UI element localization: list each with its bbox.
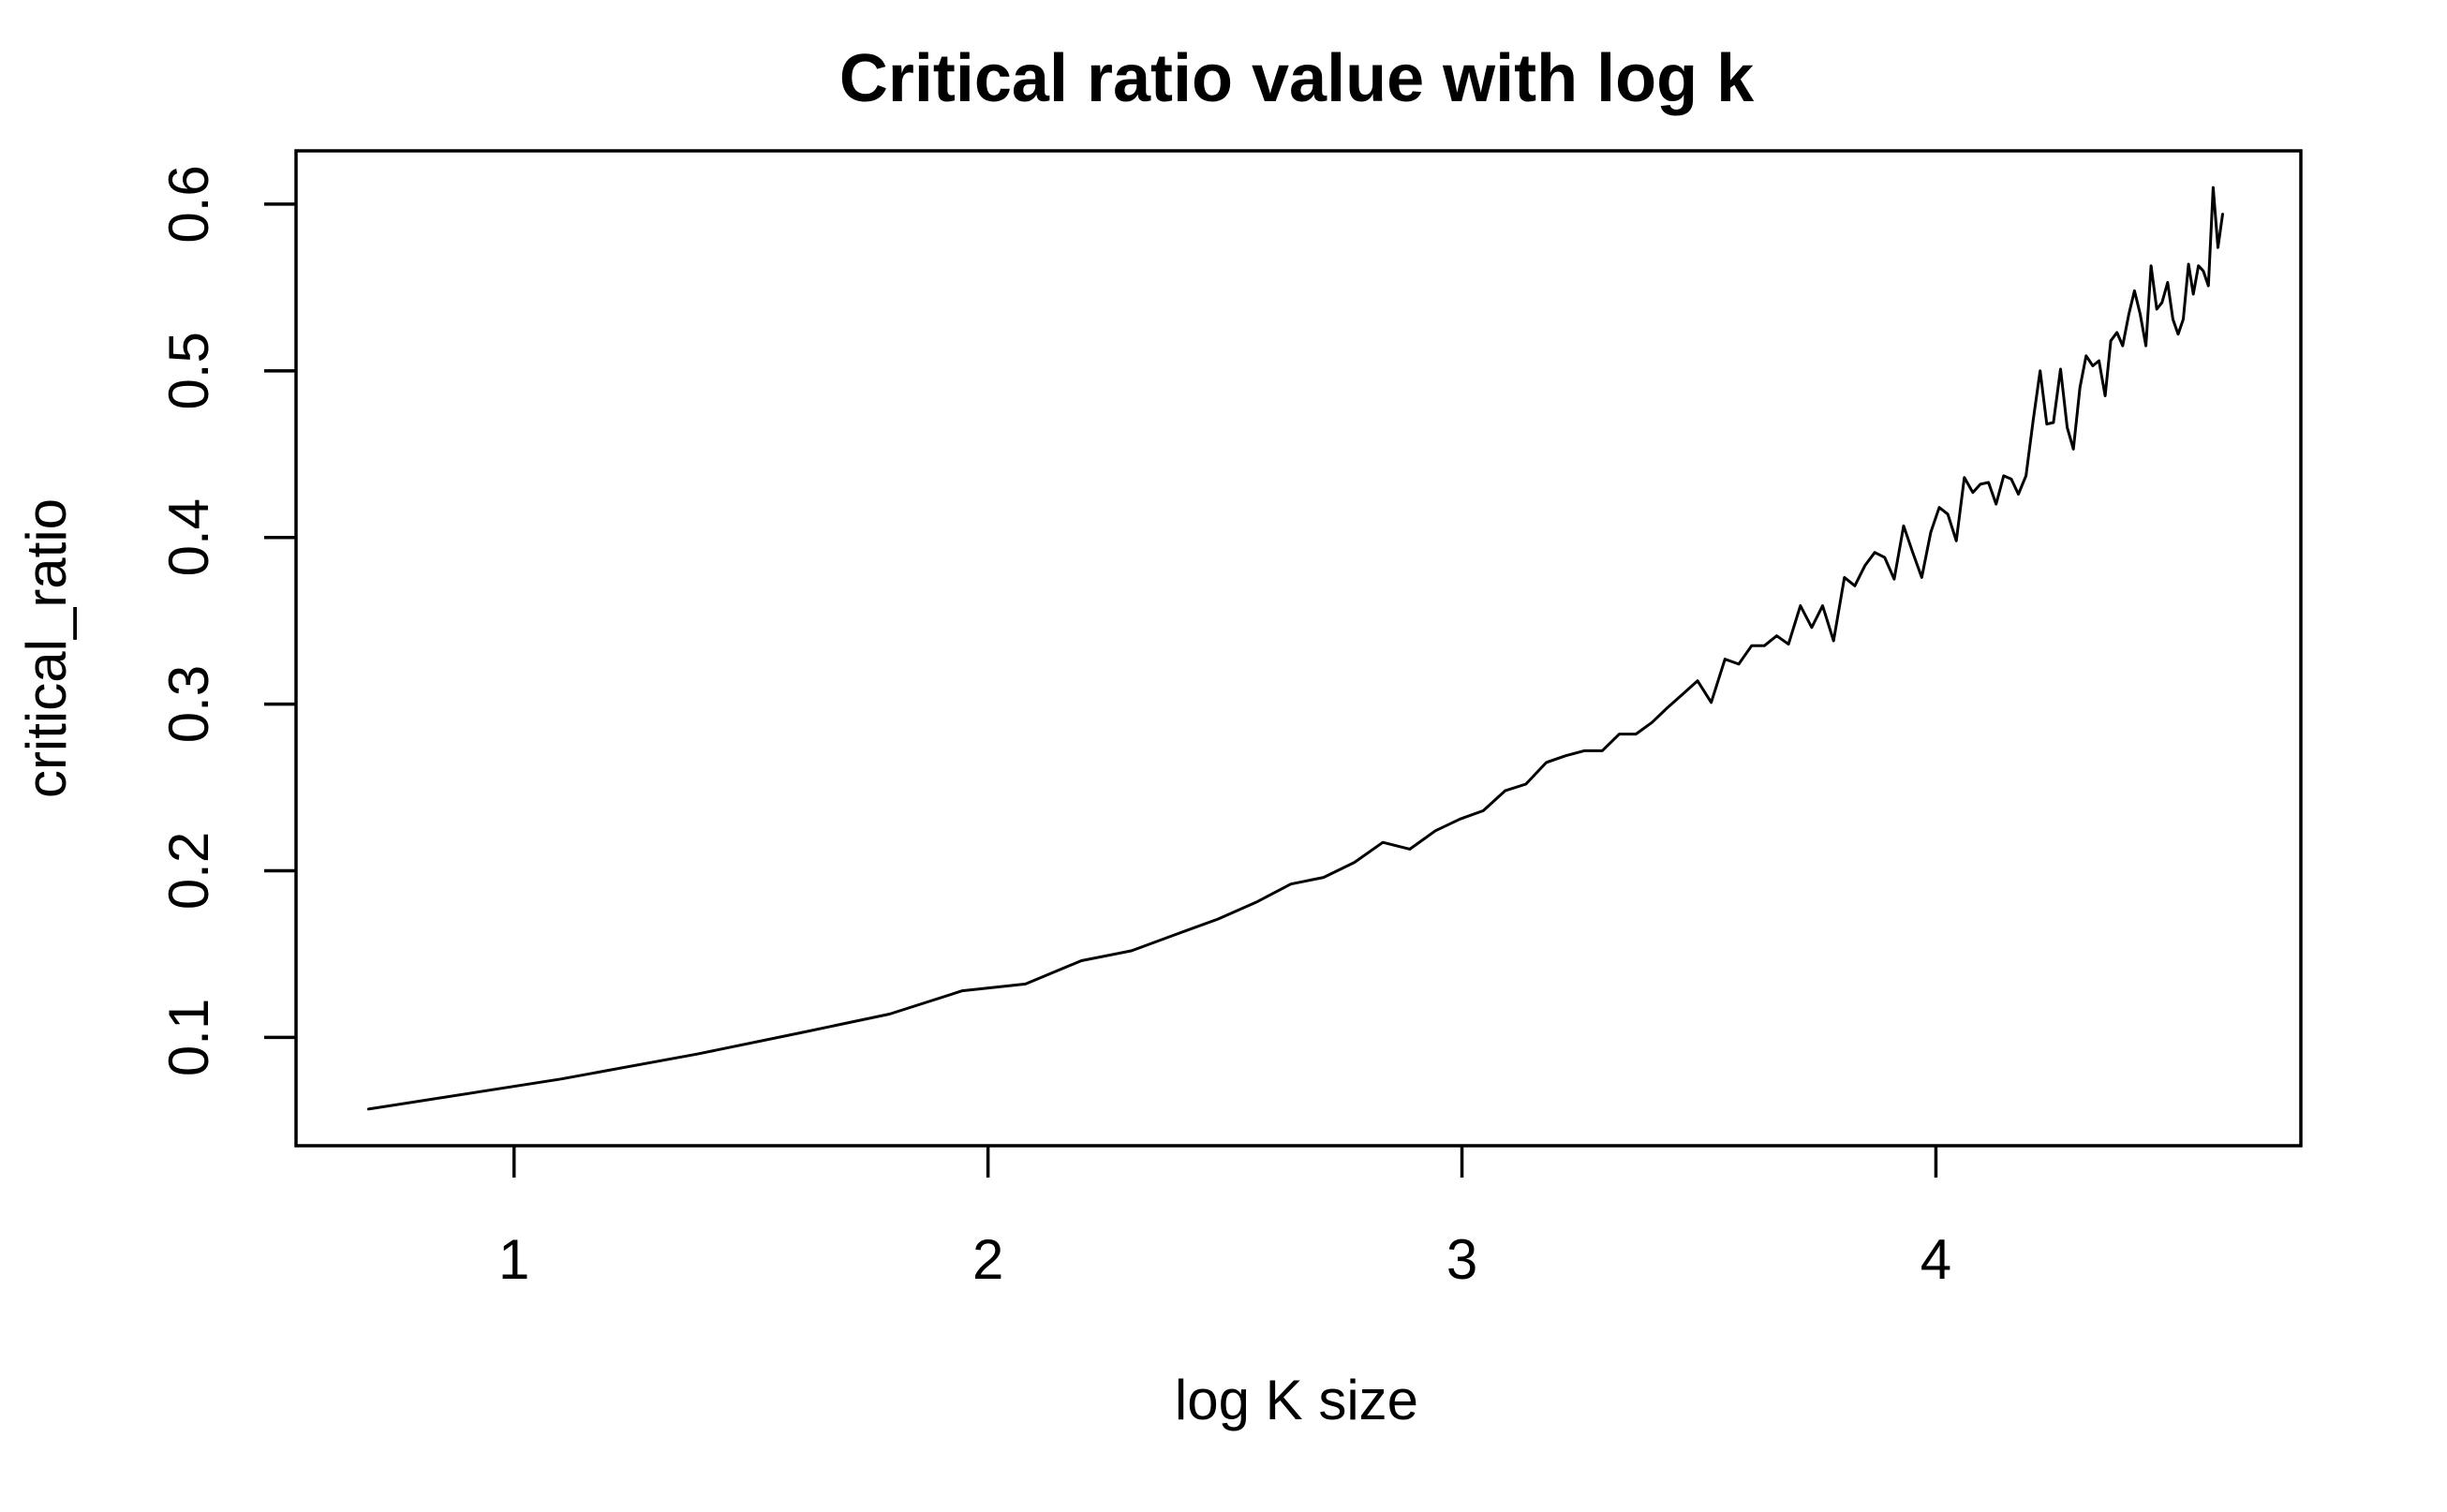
y-tick-label-6: 0.6	[157, 165, 220, 243]
chart-title: Critical ratio value with log k	[839, 41, 1755, 116]
y-axis: 0.1 0.2 0.3 0.4 0.5 0.6	[157, 165, 296, 1076]
y-tick-label-5: 0.5	[157, 332, 220, 409]
y-tick-label-2: 0.2	[157, 832, 220, 910]
y-axis-label: critical_ratio	[15, 498, 78, 798]
series-line-critical-ratio	[366, 185, 2224, 1111]
plot-frame	[294, 149, 2303, 1148]
y-tick-label-1: 0.1	[157, 999, 220, 1076]
x-tick-label-3: 3	[1446, 1228, 1477, 1291]
x-tick-label-2: 2	[972, 1228, 1003, 1291]
y-tick-label-4: 0.4	[157, 498, 220, 576]
x-tick-label-1: 1	[498, 1228, 529, 1291]
x-tick-label-4: 4	[1921, 1228, 1951, 1291]
x-axis-label: log K size	[1175, 1369, 1418, 1431]
y-tick-label-3: 0.3	[157, 665, 220, 743]
x-axis: 1 2 3 4	[498, 1146, 1951, 1291]
